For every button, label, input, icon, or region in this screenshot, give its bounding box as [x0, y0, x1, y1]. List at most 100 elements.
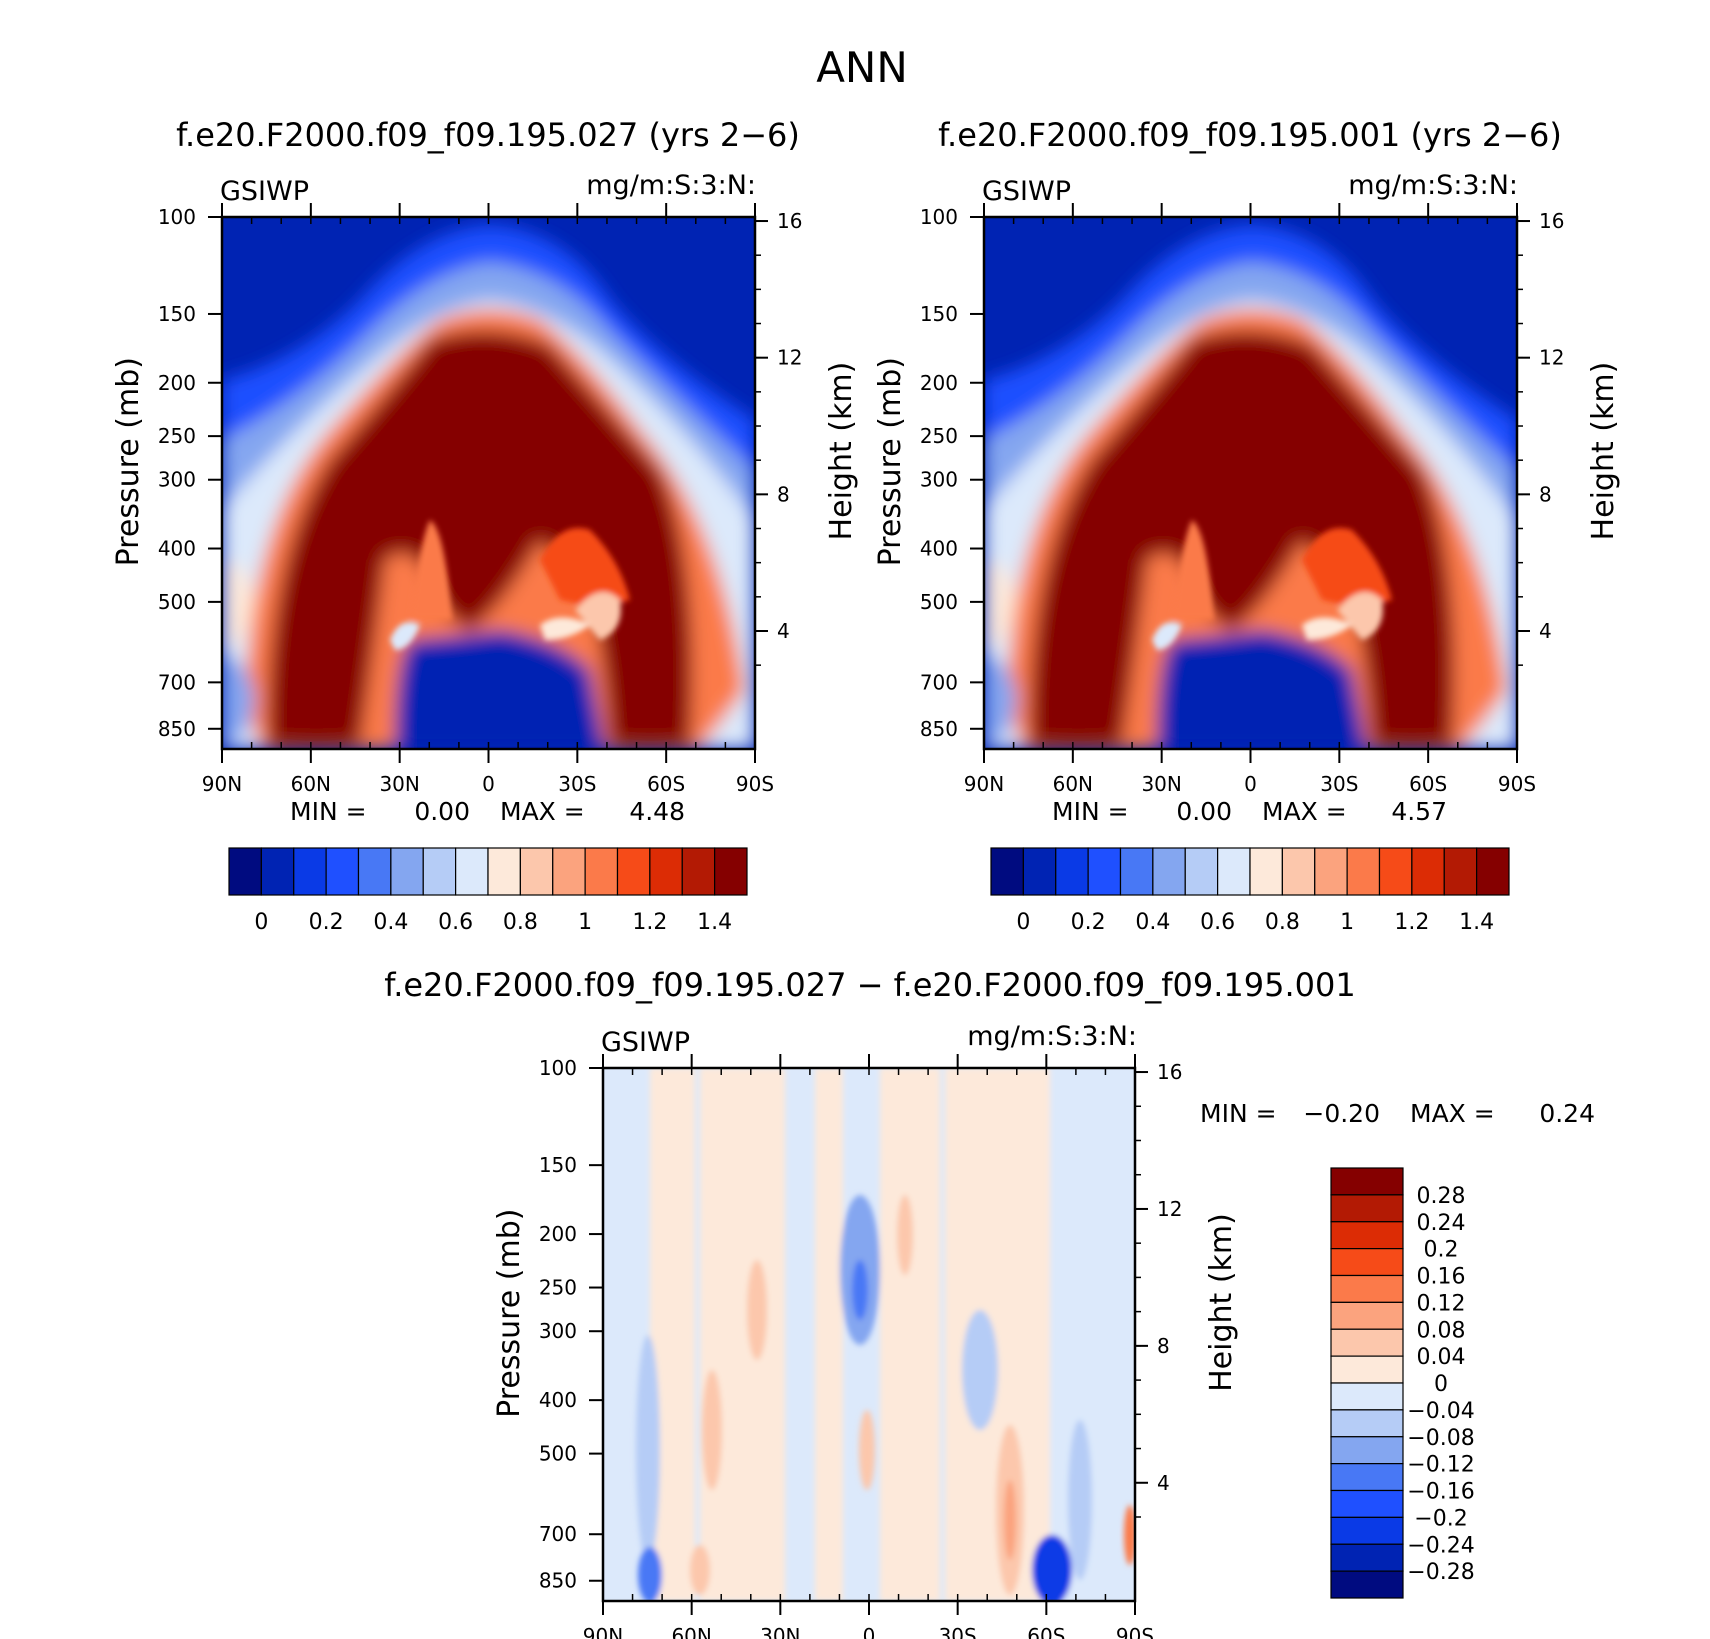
y-axis-label: Pressure (mb): [111, 357, 146, 566]
colorbar-tick-label: 0: [1434, 1372, 1448, 1397]
colorbar-swatch: [1330, 1463, 1404, 1492]
y-tick-label: 700: [539, 1522, 577, 1546]
variable-label: GSIWP: [601, 1027, 690, 1058]
y-tick-label: 100: [920, 205, 958, 229]
y-right-tick-label: 12: [1539, 346, 1564, 370]
units-label: mg/m:S:3:N:: [586, 170, 756, 201]
x-tick-label: 30S: [939, 1624, 977, 1639]
x-tick-label: 60N: [1053, 772, 1093, 796]
y-right-tick-label: 8: [777, 482, 790, 506]
field-band-positive: [880, 1068, 940, 1601]
y-right-axis-label: Height (km): [824, 362, 859, 541]
x-tick-label: 90N: [583, 1624, 623, 1639]
field-detail-red-band: [1172, 520, 1214, 620]
field-blob-negative: [1068, 1420, 1092, 1580]
field-detail-light-band: [1152, 622, 1182, 650]
colorbar-swatch: [1330, 1489, 1404, 1518]
x-tick-label: 90S: [1116, 1624, 1154, 1639]
colorbar-swatch: [1378, 847, 1413, 896]
axes-layer: 90N 60N 30N 0 30S 60S 90S100150200250300400500…: [111, 203, 1621, 1639]
y-tick-label: 500: [920, 590, 958, 614]
colorbar-swatch: [1152, 847, 1186, 896]
colorbar-swatch: [681, 847, 716, 896]
field-detail-pale-band: [1337, 592, 1383, 640]
colorbar-1: 0 0.2 0.4 0.6 0.8 1 1.2 1.4: [228, 847, 748, 935]
y-right-tick-label: 16: [1157, 1060, 1182, 1084]
field-detail-light-band: [390, 622, 420, 650]
colorbar-swatch: [1022, 847, 1057, 896]
y-tick-label: 150: [539, 1153, 577, 1177]
field-shape-left-pale: [984, 560, 1017, 650]
field-shape-lower-blue: [1157, 630, 1367, 749]
x-tick-label: 90N: [202, 772, 242, 796]
min-value: 0.00: [414, 797, 470, 826]
colorbar-swatch: [1330, 1248, 1404, 1277]
colorbar-swatch: [1330, 1382, 1404, 1411]
colorbar-tick-label: −0.04: [1407, 1399, 1474, 1424]
panel-top-right: f.e20.F2000.f09_f09.195.001 (yrs 2−6) GS…: [938, 116, 1562, 749]
colorbar-swatch: [422, 847, 457, 896]
colorbar-swatch: [1330, 1516, 1404, 1545]
max-value: 0.24: [1539, 1099, 1595, 1128]
min-label: MIN =: [1200, 1099, 1277, 1128]
panel-title: f.e20.F2000.f09_f09.195.027 − f.e20.F200…: [384, 966, 1356, 1004]
y-tick-label: 850: [158, 717, 196, 741]
colorbar-swatch: [1281, 847, 1316, 896]
plot-area: [222, 217, 755, 749]
colorbar-tick-label: 1: [1340, 910, 1354, 935]
field-detail-pale-band: [540, 617, 590, 640]
y-right-tick-label: 4: [1539, 619, 1552, 643]
colorbar-tick-label: 0.4: [373, 910, 408, 935]
field-detail: [1152, 520, 1392, 650]
colorbar-swatch: [228, 847, 262, 896]
colorbar-tick-label: −0.2: [1414, 1506, 1467, 1531]
colorbar-tick-label: 0.2: [309, 910, 344, 935]
colorbar-swatch: [1249, 847, 1283, 896]
field-blob-positive: [859, 1410, 875, 1490]
units-label: mg/m:S:3:N:: [1348, 170, 1518, 201]
colorbar-swatch: [1330, 1355, 1404, 1384]
colorbar-swatch: [1217, 847, 1251, 896]
colorbar-tick-label: 0.4: [1135, 910, 1170, 935]
y-tick-label: 100: [158, 205, 196, 229]
colorbar-tick-label: 0.2: [1424, 1238, 1459, 1263]
y-tick-label: 400: [539, 1388, 577, 1412]
colorbar-2: 0 0.2 0.4 0.6 0.8 1 1.2 1.4: [990, 847, 1510, 935]
colorbar-tick-label: 0.8: [1265, 910, 1300, 935]
colorbar-swatch: [260, 847, 295, 896]
colorbar-swatch: [1330, 1328, 1404, 1357]
max-label: MAX =: [1410, 1099, 1495, 1128]
max-value: 4.57: [1391, 797, 1447, 826]
x-tick-label: 30S: [1320, 772, 1358, 796]
colorbar-swatch: [1330, 1570, 1404, 1599]
x-tick-label: 30N: [379, 772, 419, 796]
x-tick-label: 0: [863, 1624, 876, 1639]
colorbar-swatch: [714, 847, 748, 896]
x-tick-label: 60S: [1027, 1624, 1065, 1639]
y-tick-label: 200: [158, 371, 196, 395]
units-label: mg/m:S:3:N:: [967, 1021, 1137, 1052]
colorbar-swatch: [1330, 1274, 1404, 1303]
y-tick-label: 250: [158, 424, 196, 448]
colorbar-tick-label: 1.2: [632, 910, 667, 935]
field-detail: [390, 520, 630, 650]
field-blob-positive: [690, 1545, 710, 1595]
colorbar-tick-label: 0: [254, 910, 268, 935]
y-right-tick-label: 12: [1157, 1197, 1182, 1221]
x-tick-label: 60S: [647, 772, 685, 796]
colorbar-swatch: [357, 847, 392, 896]
colorbar-swatch: [293, 847, 327, 896]
y-right-axis-label: Height (km): [1586, 362, 1621, 541]
y-right-tick-label: 16: [1539, 209, 1564, 233]
colorbar-swatch: [1346, 847, 1381, 896]
colorbar-tick-label: 0.24: [1417, 1211, 1466, 1236]
y-tick-label: 850: [920, 717, 958, 741]
colorbar-swatch: [1411, 847, 1445, 896]
field-blob-negative: [638, 1547, 662, 1601]
min-max-2: MIN = 0.00 MAX = 4.57: [1052, 797, 1447, 826]
y-right-tick-label: 8: [1157, 1334, 1170, 1358]
field-shape-left-pale: [222, 560, 255, 650]
colorbar-swatch: [1330, 1543, 1404, 1572]
min-max-1: MIN = 0.00 MAX = 4.48: [290, 797, 685, 826]
x-tick-label: 60S: [1409, 772, 1447, 796]
